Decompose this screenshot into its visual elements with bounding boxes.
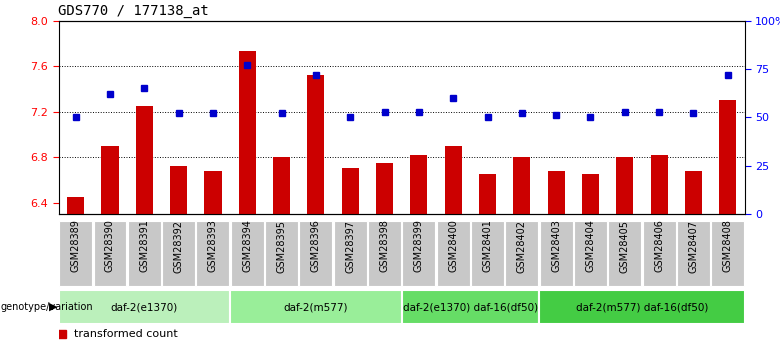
Bar bbox=[651, 155, 668, 214]
Text: GSM28389: GSM28389 bbox=[71, 220, 80, 273]
Bar bbox=[342, 168, 359, 214]
Text: transformed count: transformed count bbox=[74, 329, 178, 339]
Text: GSM28408: GSM28408 bbox=[723, 220, 732, 273]
Text: GSM28402: GSM28402 bbox=[517, 220, 526, 273]
Text: GSM28397: GSM28397 bbox=[346, 220, 355, 273]
FancyBboxPatch shape bbox=[643, 221, 675, 286]
Text: GSM28398: GSM28398 bbox=[380, 220, 389, 273]
FancyBboxPatch shape bbox=[711, 221, 744, 286]
Text: GSM28404: GSM28404 bbox=[586, 220, 595, 273]
FancyBboxPatch shape bbox=[230, 290, 402, 324]
Text: GSM28396: GSM28396 bbox=[311, 220, 321, 273]
Bar bbox=[204, 171, 222, 214]
FancyBboxPatch shape bbox=[334, 221, 367, 286]
FancyBboxPatch shape bbox=[540, 221, 573, 286]
Bar bbox=[170, 166, 187, 214]
Bar bbox=[307, 75, 324, 214]
FancyBboxPatch shape bbox=[231, 221, 264, 286]
Text: GSM28392: GSM28392 bbox=[174, 220, 183, 273]
Text: GSM28395: GSM28395 bbox=[277, 220, 286, 273]
Bar bbox=[616, 157, 633, 214]
Bar bbox=[101, 146, 119, 214]
Text: GSM28403: GSM28403 bbox=[551, 220, 561, 273]
FancyBboxPatch shape bbox=[574, 221, 607, 286]
FancyBboxPatch shape bbox=[402, 290, 539, 324]
FancyBboxPatch shape bbox=[128, 221, 161, 286]
Text: GDS770 / 177138_at: GDS770 / 177138_at bbox=[58, 4, 209, 18]
Bar bbox=[548, 171, 565, 214]
FancyBboxPatch shape bbox=[58, 290, 230, 324]
Text: genotype/variation: genotype/variation bbox=[1, 302, 94, 312]
Bar bbox=[239, 51, 256, 214]
Text: daf-2(e1370): daf-2(e1370) bbox=[111, 302, 178, 312]
FancyBboxPatch shape bbox=[368, 221, 401, 286]
Text: GSM28393: GSM28393 bbox=[208, 220, 218, 273]
FancyBboxPatch shape bbox=[677, 221, 710, 286]
FancyBboxPatch shape bbox=[505, 221, 538, 286]
Text: daf-2(m577): daf-2(m577) bbox=[284, 302, 348, 312]
Bar bbox=[719, 100, 736, 214]
Bar bbox=[479, 174, 496, 214]
Text: GSM28391: GSM28391 bbox=[140, 220, 149, 273]
Bar bbox=[273, 157, 290, 214]
Text: GSM28405: GSM28405 bbox=[620, 220, 629, 273]
FancyBboxPatch shape bbox=[402, 221, 435, 286]
FancyBboxPatch shape bbox=[539, 290, 745, 324]
FancyBboxPatch shape bbox=[59, 221, 92, 286]
Text: GSM28400: GSM28400 bbox=[448, 220, 458, 273]
FancyBboxPatch shape bbox=[162, 221, 195, 286]
FancyBboxPatch shape bbox=[471, 221, 504, 286]
Bar bbox=[136, 106, 153, 214]
Text: GSM28407: GSM28407 bbox=[689, 220, 698, 273]
Text: GSM28399: GSM28399 bbox=[414, 220, 424, 273]
FancyBboxPatch shape bbox=[265, 221, 298, 286]
FancyBboxPatch shape bbox=[300, 221, 332, 286]
Text: ▶: ▶ bbox=[49, 302, 57, 312]
Text: GSM28401: GSM28401 bbox=[483, 220, 492, 273]
FancyBboxPatch shape bbox=[437, 221, 470, 286]
FancyBboxPatch shape bbox=[94, 221, 126, 286]
Text: daf-2(e1370) daf-16(df50): daf-2(e1370) daf-16(df50) bbox=[402, 302, 538, 312]
Text: daf-2(m577) daf-16(df50): daf-2(m577) daf-16(df50) bbox=[576, 302, 708, 312]
Text: GSM28406: GSM28406 bbox=[654, 220, 664, 273]
Bar bbox=[445, 146, 462, 214]
Bar bbox=[376, 163, 393, 214]
Bar bbox=[685, 171, 702, 214]
Bar bbox=[582, 174, 599, 214]
Bar bbox=[513, 157, 530, 214]
Text: GSM28394: GSM28394 bbox=[243, 220, 252, 273]
Bar bbox=[410, 155, 427, 214]
Bar bbox=[67, 197, 84, 214]
FancyBboxPatch shape bbox=[608, 221, 641, 286]
FancyBboxPatch shape bbox=[197, 221, 229, 286]
Text: GSM28390: GSM28390 bbox=[105, 220, 115, 273]
